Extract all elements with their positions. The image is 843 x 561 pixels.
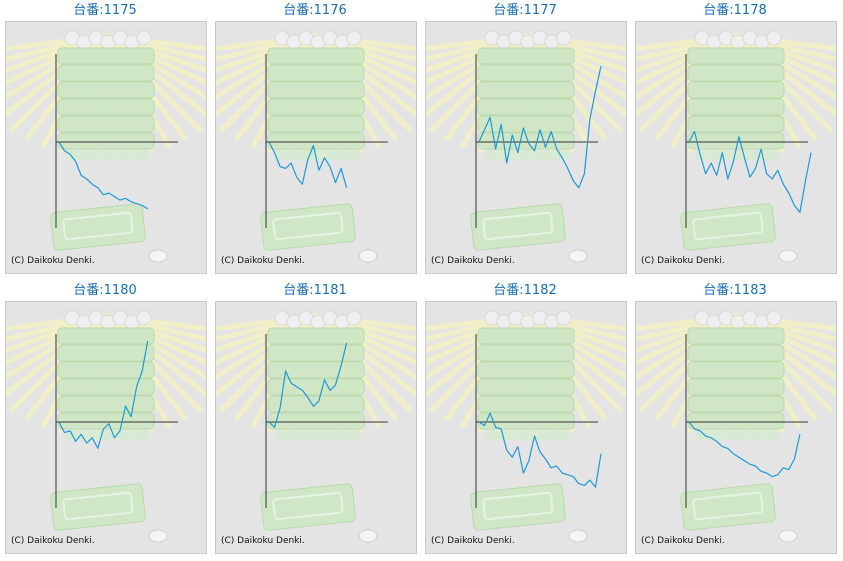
series-line <box>688 130 812 213</box>
chart-title[interactable]: 台番:1182 <box>493 283 557 298</box>
series-line <box>58 141 149 210</box>
chart-panel[interactable]: 台番:1183 (C) Daikoku Denki. <box>630 280 840 560</box>
chart-frame: (C) Daikoku Denki. <box>5 21 207 274</box>
chart-panel[interactable]: 台番:1176 (C) Daikoku Denki. <box>210 0 420 280</box>
copyright-text: (C) Daikoku Denki. <box>221 256 305 266</box>
series-line <box>268 342 348 428</box>
copyright-text: (C) Daikoku Denki. <box>641 256 725 266</box>
background-illustration <box>636 30 836 263</box>
series-line <box>478 412 602 488</box>
series-line <box>268 141 348 188</box>
series-line <box>688 421 801 478</box>
background-illustration <box>6 310 206 543</box>
chart-title[interactable]: 台番:1177 <box>493 3 557 18</box>
chart-frame: (C) Daikoku Denki. <box>635 21 837 274</box>
chart-title[interactable]: 台番:1180 <box>73 283 137 298</box>
chart-svg <box>6 30 206 263</box>
background-illustration <box>216 30 416 263</box>
series-line <box>58 340 149 449</box>
background-illustration <box>636 310 836 543</box>
chart-title[interactable]: 台番:1175 <box>73 3 137 18</box>
copyright-text: (C) Daikoku Denki. <box>221 536 305 546</box>
chart-title[interactable]: 台番:1176 <box>283 3 347 18</box>
chart-frame: (C) Daikoku Denki. <box>215 301 417 554</box>
chart-svg <box>216 310 416 543</box>
chart-svg <box>636 310 836 543</box>
copyright-text: (C) Daikoku Denki. <box>11 536 95 546</box>
chart-frame: (C) Daikoku Denki. <box>635 301 837 554</box>
chart-svg <box>426 30 626 263</box>
series-line <box>478 66 602 189</box>
chart-frame: (C) Daikoku Denki. <box>5 301 207 554</box>
chart-svg <box>426 310 626 543</box>
chart-title[interactable]: 台番:1181 <box>283 283 347 298</box>
chart-frame: (C) Daikoku Denki. <box>215 21 417 274</box>
chart-panel[interactable]: 台番:1180 (C) Daikoku Denki. <box>0 280 210 560</box>
copyright-text: (C) Daikoku Denki. <box>431 536 515 546</box>
copyright-text: (C) Daikoku Denki. <box>641 536 725 546</box>
background-illustration <box>216 310 416 543</box>
chart-panel[interactable]: 台番:1178 (C) Daikoku Denki. <box>630 0 840 280</box>
chart-svg <box>216 30 416 263</box>
copyright-text: (C) Daikoku Denki. <box>11 256 95 266</box>
chart-panel[interactable]: 台番:1182 (C) Daikoku Denki. <box>420 280 630 560</box>
background-illustration <box>6 30 206 263</box>
chart-frame: (C) Daikoku Denki. <box>425 301 627 554</box>
copyright-text: (C) Daikoku Denki. <box>431 256 515 266</box>
chart-frame: (C) Daikoku Denki. <box>425 21 627 274</box>
chart-svg <box>636 30 836 263</box>
background-illustration <box>426 310 626 543</box>
chart-panel[interactable]: 台番:1181 (C) Daikoku Denki. <box>210 280 420 560</box>
chart-svg <box>6 310 206 543</box>
chart-title[interactable]: 台番:1178 <box>703 3 767 18</box>
chart-panel[interactable]: 台番:1177 (C) Daikoku Denki. <box>420 0 630 280</box>
chart-title[interactable]: 台番:1183 <box>703 283 767 298</box>
background-illustration <box>426 30 626 263</box>
chart-panel[interactable]: 台番:1175 (C) Daikoku Denki. <box>0 0 210 280</box>
